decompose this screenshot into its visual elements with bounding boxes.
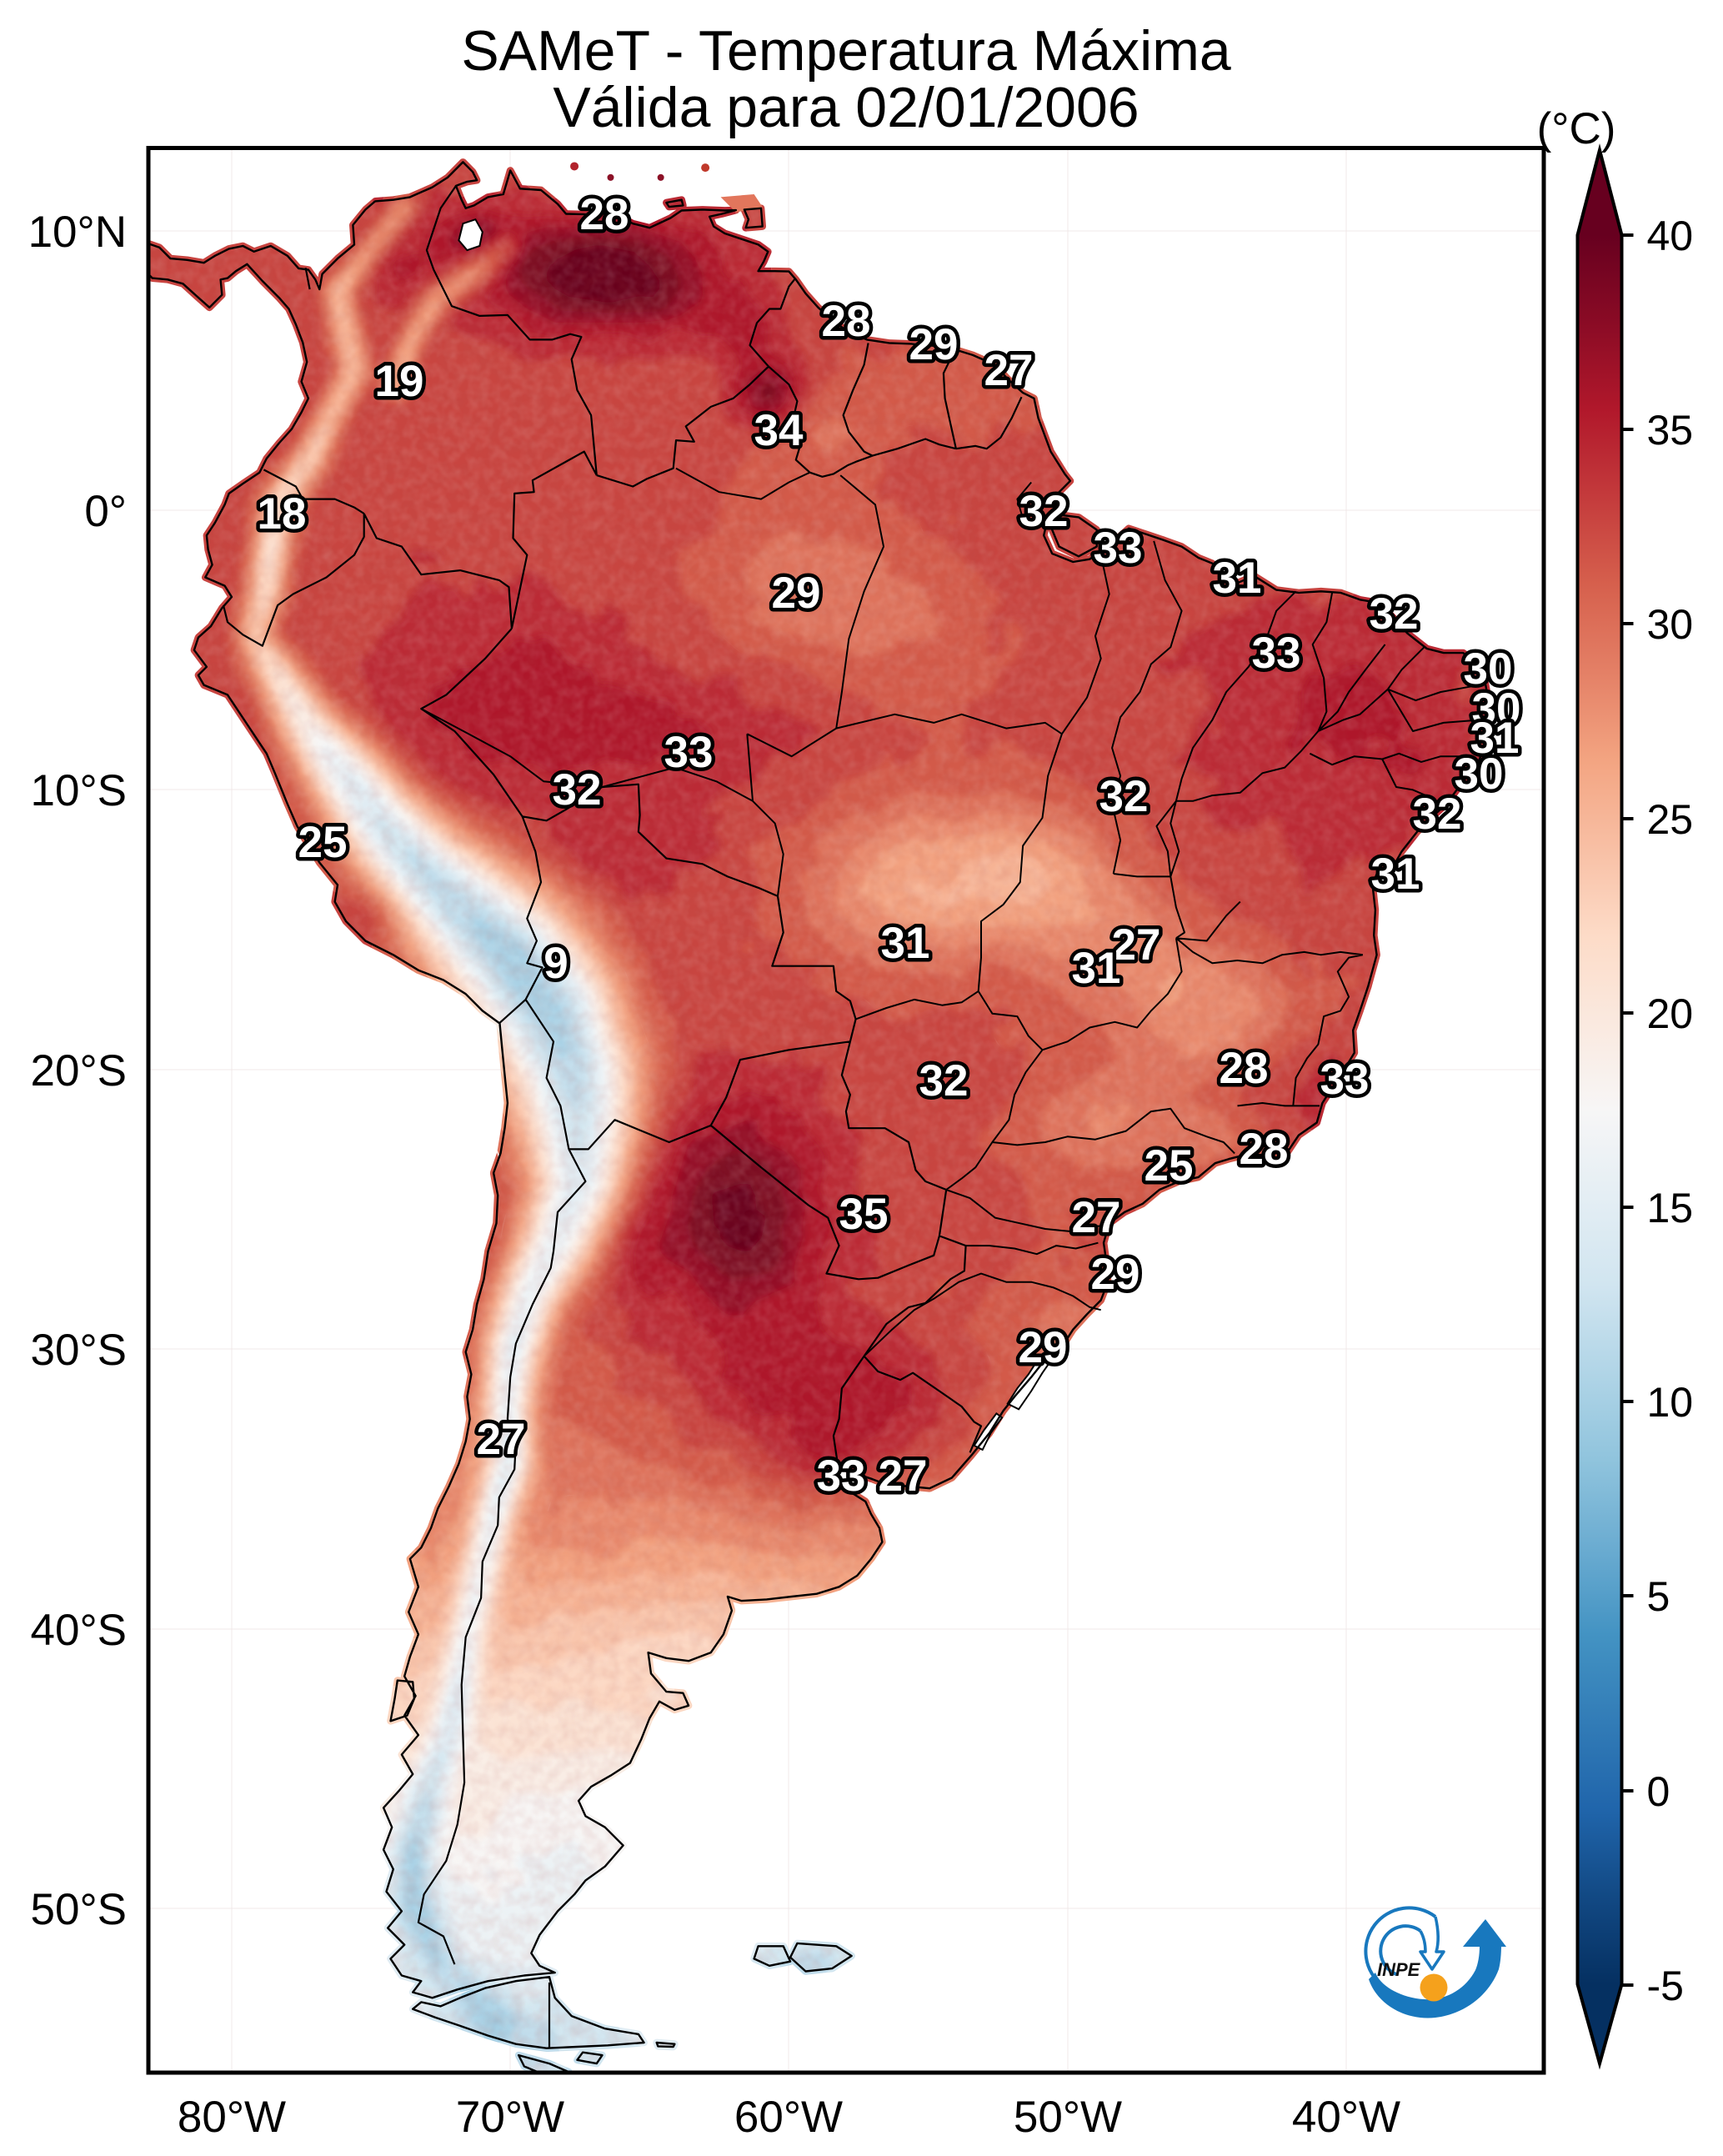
svg-text:32: 32 [553, 765, 602, 815]
svg-text:27: 27 [879, 1452, 928, 1501]
svg-text:31: 31 [1470, 714, 1520, 763]
svg-text:80°W: 80°W [178, 2093, 286, 2142]
svg-text:(°C): (°C) [1537, 104, 1616, 153]
svg-text:31: 31 [1072, 944, 1121, 993]
svg-text:20°S: 20°S [31, 1046, 128, 1096]
svg-text:40°S: 40°S [31, 1606, 128, 1655]
svg-text:25: 25 [298, 818, 348, 867]
svg-text:Válida para 02/01/2006: Válida para 02/01/2006 [553, 76, 1139, 139]
svg-text:30: 30 [1464, 644, 1513, 694]
svg-text:29: 29 [772, 569, 821, 618]
svg-text:29: 29 [1091, 1250, 1140, 1299]
svg-text:28: 28 [1220, 1044, 1269, 1093]
svg-text:33: 33 [817, 1452, 866, 1501]
svg-text:27: 27 [1112, 920, 1161, 970]
svg-text:31: 31 [881, 919, 930, 968]
svg-text:32: 32 [1413, 790, 1462, 839]
svg-text:27: 27 [1072, 1193, 1121, 1242]
svg-text:10°S: 10°S [31, 766, 128, 815]
svg-text:27: 27 [984, 346, 1034, 395]
svg-text:32: 32 [1370, 589, 1419, 639]
svg-text:SAMeT - Temperatura Máxima: SAMeT - Temperatura Máxima [461, 19, 1231, 83]
svg-text:INPE: INPE [1377, 1959, 1421, 1980]
svg-text:50°W: 50°W [1014, 2093, 1122, 2142]
svg-text:18: 18 [258, 489, 307, 539]
svg-text:31: 31 [1371, 850, 1420, 899]
svg-text:5: 5 [1647, 1573, 1670, 1620]
svg-text:10°N: 10°N [28, 208, 127, 257]
svg-text:-5: -5 [1647, 1963, 1684, 2009]
svg-text:50°S: 50°S [31, 1885, 128, 1934]
svg-text:40°W: 40°W [1292, 2093, 1400, 2142]
svg-text:30: 30 [1455, 750, 1504, 799]
svg-text:31: 31 [1213, 554, 1262, 603]
svg-text:32: 32 [1019, 487, 1069, 536]
svg-text:33: 33 [1320, 1055, 1370, 1104]
svg-text:32: 32 [919, 1056, 969, 1106]
svg-text:33: 33 [1252, 629, 1301, 678]
svg-text:0°: 0° [84, 487, 127, 536]
svg-text:32: 32 [1099, 772, 1149, 821]
svg-text:33: 33 [664, 728, 714, 777]
svg-text:30: 30 [1472, 684, 1521, 734]
svg-text:60°W: 60°W [734, 2093, 843, 2142]
svg-text:15: 15 [1647, 1185, 1694, 1231]
svg-text:30°S: 30°S [31, 1326, 128, 1375]
svg-text:25: 25 [1647, 796, 1694, 843]
svg-text:29: 29 [909, 320, 959, 369]
svg-text:70°W: 70°W [456, 2093, 564, 2142]
svg-text:0: 0 [1647, 1768, 1670, 1815]
svg-text:10: 10 [1647, 1379, 1694, 1426]
svg-text:28: 28 [580, 190, 629, 239]
svg-text:35: 35 [1647, 407, 1694, 454]
svg-text:35: 35 [839, 1190, 889, 1239]
svg-text:29: 29 [1019, 1323, 1068, 1372]
svg-text:30: 30 [1647, 601, 1694, 648]
svg-text:27: 27 [477, 1415, 526, 1464]
svg-text:25: 25 [1144, 1141, 1194, 1191]
svg-text:9: 9 [543, 939, 568, 988]
svg-text:28: 28 [822, 297, 871, 346]
svg-text:20: 20 [1647, 990, 1694, 1037]
svg-text:40: 40 [1647, 213, 1694, 259]
svg-text:34: 34 [754, 406, 804, 455]
svg-text:28: 28 [1240, 1125, 1289, 1174]
svg-text:33: 33 [1094, 524, 1143, 573]
svg-text:19: 19 [375, 357, 424, 406]
